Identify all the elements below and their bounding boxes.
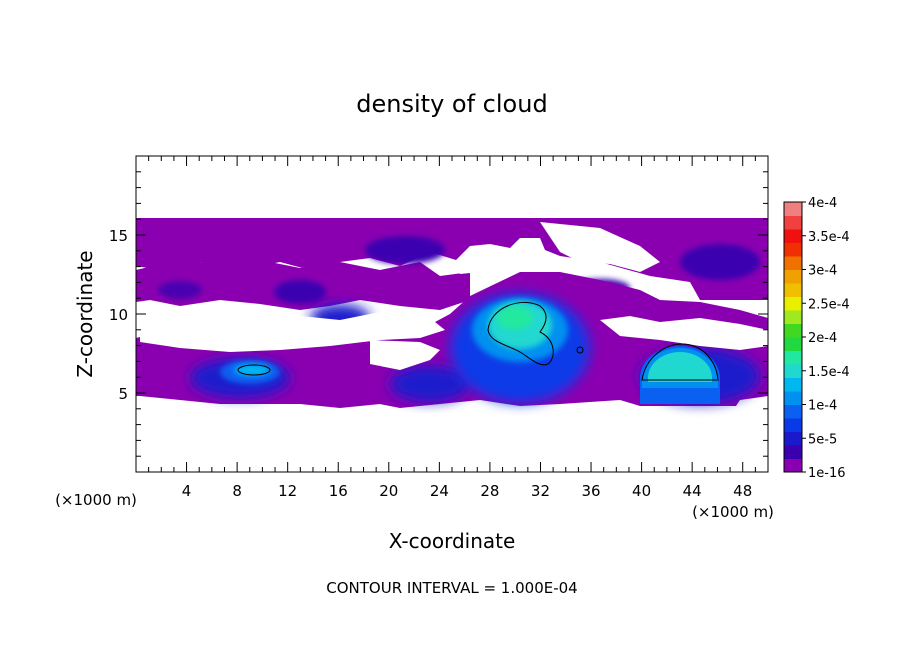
colorbar-segment [784, 310, 802, 324]
colorbar-segment [784, 229, 802, 243]
colorbar-segment [784, 377, 802, 392]
colorbar-segment [784, 323, 802, 338]
colorbar-label: 3e-4 [808, 264, 837, 279]
colorbar-segment [784, 418, 802, 432]
x-tick-label: 48 [733, 482, 752, 500]
colorbar-label: 2e-4 [808, 331, 837, 346]
y-tick-label: 5 [118, 385, 128, 403]
colorbar-segment [784, 391, 802, 405]
x-tick-label: 44 [683, 482, 702, 500]
colorbar-segment [784, 242, 802, 257]
colorbar-segment [784, 269, 802, 284]
y-tick-label: 10 [109, 306, 128, 324]
x-axis: 4 8 12 16 20 24 28 32 36 40 44 48 [148, 156, 756, 500]
x-tick-label: 12 [278, 482, 297, 500]
x-tick-label: 36 [581, 482, 600, 500]
colorbar-segment [784, 364, 802, 378]
y-tick-label: 15 [109, 227, 128, 245]
colorbar-segment [784, 337, 802, 351]
colorbar-segment [784, 458, 802, 473]
plot-area [136, 218, 768, 408]
y-axis-label: Z-coordinate [73, 250, 97, 377]
x-tick-label: 24 [430, 482, 449, 500]
colorbar-segment [784, 431, 802, 446]
clear-air-gaps [140, 222, 768, 370]
colorbar-label: 4e-4 [808, 196, 837, 211]
z-unit-label: (×1000 m) [55, 491, 137, 509]
colorbar-label: 1.5e-4 [808, 365, 850, 380]
colorbar-segment [784, 445, 802, 459]
colorbar-segment [784, 215, 802, 230]
x-tick-label: 4 [182, 482, 192, 500]
x-axis-label: X-coordinate [389, 529, 516, 553]
x-tick-label: 32 [531, 482, 550, 500]
y-axis: 5 10 15 [109, 171, 768, 457]
x-tick-label: 8 [232, 482, 242, 500]
cloud-cores [220, 298, 720, 404]
x-tick-label: 20 [379, 482, 398, 500]
colorbar-segment [784, 202, 802, 216]
x-unit-label: (×1000 m) [692, 503, 774, 521]
colorbar-label: 3.5e-4 [808, 230, 850, 245]
colorbar-label: 5e-5 [808, 432, 837, 447]
colorbar-segment [784, 404, 802, 419]
colorbar-segment [784, 256, 802, 270]
colorbar-segment [784, 283, 802, 297]
x-tick-label: 16 [329, 482, 348, 500]
chart-title: density of cloud [356, 90, 547, 118]
x-tick-label: 40 [632, 482, 651, 500]
colorbar-segment [784, 350, 802, 365]
colorbar-label: 1e-16 [808, 466, 846, 481]
colorbar-label: 1e-4 [808, 399, 837, 414]
colorbar-label: 2.5e-4 [808, 297, 850, 312]
colorbar-segment [784, 296, 802, 311]
contour-interval-note: CONTOUR INTERVAL = 1.000E-04 [326, 579, 577, 597]
x-tick-label: 28 [480, 482, 499, 500]
colorbar: 1e-16 5e-5 1e-4 1.5e-4 2e-4 2.5e-4 3e-4 3.5e-4 4… [783, 196, 850, 481]
